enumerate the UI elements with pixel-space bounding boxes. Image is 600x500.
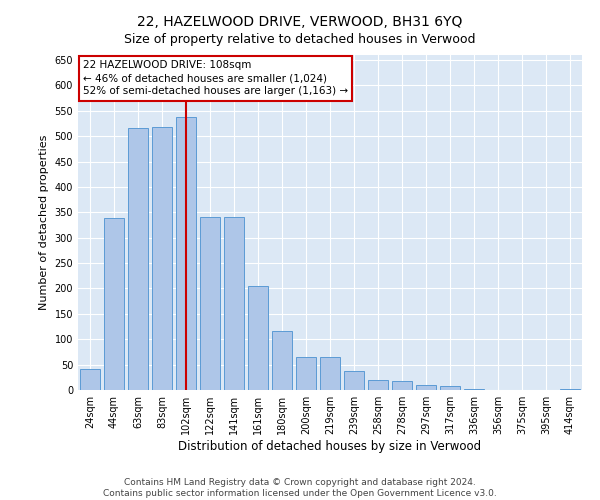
Y-axis label: Number of detached properties: Number of detached properties [39,135,49,310]
Bar [248,286,268,390]
Bar [416,386,436,390]
Bar [104,218,124,390]
Bar [272,330,292,390]
Bar [224,217,244,390]
Bar [296,357,316,390]
Bar [344,370,364,390]
Bar [176,118,196,390]
Bar [320,357,340,390]
Bar [152,126,172,390]
Bar [128,128,148,390]
Bar [200,217,220,390]
Text: 22, HAZELWOOD DRIVE, VERWOOD, BH31 6YQ: 22, HAZELWOOD DRIVE, VERWOOD, BH31 6YQ [137,15,463,29]
Text: 22 HAZELWOOD DRIVE: 108sqm
← 46% of detached houses are smaller (1,024)
52% of s: 22 HAZELWOOD DRIVE: 108sqm ← 46% of deta… [83,60,348,96]
Bar [368,380,388,390]
Bar [80,368,100,390]
Bar [464,389,484,390]
X-axis label: Distribution of detached houses by size in Verwood: Distribution of detached houses by size … [178,440,482,453]
Bar [392,381,412,390]
Bar [440,386,460,390]
Bar [560,389,580,390]
Text: Size of property relative to detached houses in Verwood: Size of property relative to detached ho… [124,32,476,46]
Text: Contains HM Land Registry data © Crown copyright and database right 2024.
Contai: Contains HM Land Registry data © Crown c… [103,478,497,498]
